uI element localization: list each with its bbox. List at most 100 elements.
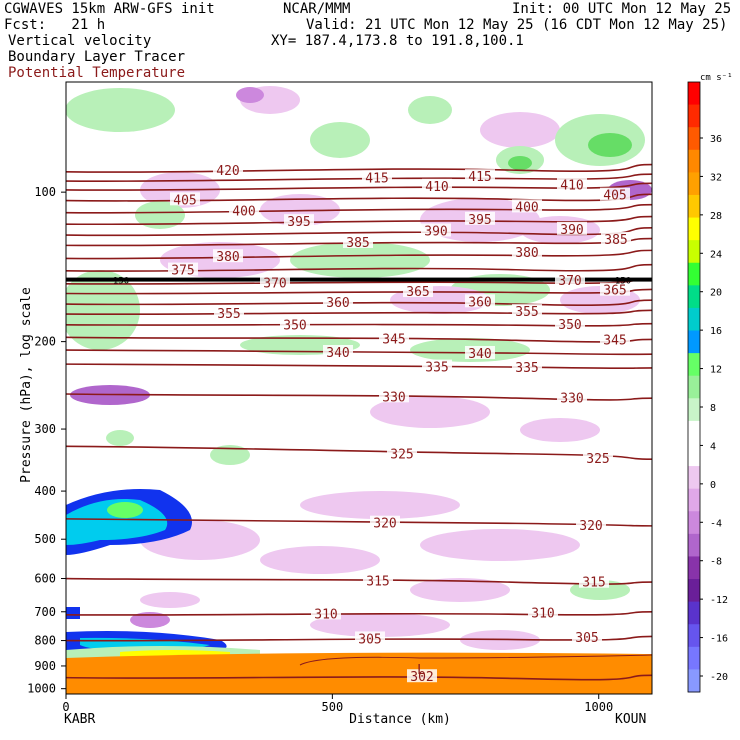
contour-label-bg [229, 203, 259, 217]
colorbar-swatch [688, 330, 700, 354]
y-tick-label: 400 [34, 484, 56, 498]
colorbar-swatch [688, 579, 700, 603]
contour-label: 330 [560, 392, 583, 407]
velocity-shading [410, 578, 510, 602]
contour-label: 400 [515, 200, 538, 215]
field-potential-temperature: Potential Temperature [8, 65, 186, 81]
velocity-shading [300, 491, 460, 519]
colorbar-swatch [688, 511, 700, 535]
contour-label: 370 [263, 276, 286, 291]
colorbar-unit: cm s⁻¹ [700, 73, 733, 83]
x-axis-label: Distance (km) [349, 712, 451, 727]
contour-label-bg [465, 211, 495, 225]
tropopause-label: 150 [113, 277, 129, 287]
velocity-shading [106, 430, 134, 446]
contour-label: 302 [410, 670, 433, 685]
theta-contour-line [66, 349, 652, 356]
y-axis-label: Pressure (hPa), log scale [19, 287, 34, 483]
colorbar-swatch [688, 398, 700, 422]
contour-label: 335 [425, 361, 448, 376]
low-label: L [417, 663, 425, 678]
contour-label: 415 [365, 171, 388, 186]
contour-label-bg [572, 629, 602, 643]
contour-label: 375 [171, 264, 194, 279]
theta-contour-line [66, 163, 652, 173]
colorbar-tick-label: -16 [710, 634, 728, 645]
colorbar-swatch [688, 240, 700, 264]
colorbar-swatch [688, 488, 700, 512]
contour-label-bg [465, 169, 495, 183]
contour-label: 365 [603, 284, 626, 299]
y-tick-label: 200 [34, 335, 56, 349]
contour-label: 350 [283, 318, 306, 333]
contour-label: 305 [358, 632, 381, 647]
contour-label: 340 [326, 346, 349, 361]
theta-contour-line [66, 635, 652, 642]
contour-label: 355 [515, 305, 538, 320]
colorbar-tick-label: -4 [710, 518, 722, 529]
contour-label: 415 [468, 170, 491, 185]
colorbar-tick-label: 4 [710, 441, 716, 452]
updraft-core [107, 502, 143, 518]
theta-contour-line [66, 445, 652, 460]
x-tick-label: 500 [322, 700, 344, 714]
contour-label: 350 [558, 318, 581, 333]
theta-contour-line [66, 518, 652, 527]
theta-contour-line [66, 577, 652, 585]
colorbar-tick-label: -8 [710, 557, 722, 568]
y-tick-label: 500 [34, 532, 56, 546]
colorbar-swatch [688, 646, 700, 670]
velocity-shading [310, 122, 370, 158]
colorbar-tick-label: 32 [710, 172, 722, 183]
contour-label: 355 [217, 307, 240, 322]
contour-label-bg [528, 605, 558, 619]
model-title: CGWAVES 15km ARW-GFS init [4, 1, 215, 17]
contour-label-bg [362, 170, 392, 184]
contour-label: 310 [531, 606, 554, 621]
contour-label-bg [557, 221, 587, 235]
contour-label: 390 [424, 224, 447, 239]
center-label: NCAR/MMM [283, 1, 351, 17]
contour-label: 410 [425, 180, 448, 195]
contour-label: 410 [560, 178, 583, 193]
velocity-shading [588, 133, 632, 157]
velocity-shading [130, 612, 170, 628]
colorbar-swatch [688, 172, 700, 196]
contour-label: 380 [216, 250, 239, 265]
theta-contour-line [66, 309, 652, 316]
contour-label: 330 [382, 390, 405, 405]
contour-label-bg [600, 282, 630, 296]
colorbar-swatch [688, 262, 700, 286]
theta-contour-line [66, 363, 652, 370]
contour-label: 380 [515, 246, 538, 261]
velocity-shading [236, 87, 264, 103]
updraft-core [66, 607, 80, 619]
theta-contour-line [66, 249, 652, 260]
theta-contour-line [66, 336, 652, 343]
contour-label-bg [355, 631, 385, 645]
contour-label-bg [284, 214, 314, 228]
velocity-shading [520, 418, 600, 442]
y-tick-label: 900 [34, 659, 56, 673]
velocity-shading [408, 96, 452, 124]
contour-label-bg [583, 451, 613, 465]
plot-frame [65, 81, 653, 695]
contour-label: 365 [406, 285, 429, 300]
contour-label-bg [512, 304, 542, 318]
contour-label: 325 [390, 448, 413, 463]
forecast-hour: Fcst: 21 h [4, 17, 106, 33]
contour-label-bg [379, 389, 409, 403]
contour-label-bg [465, 345, 495, 359]
colorbar: 36 32 28 24 20 16 12 8 4 0 -4 -8 -12 -16 -20 [687, 81, 728, 693]
contour-label: 325 [586, 452, 609, 467]
contour-label: 340 [468, 347, 491, 362]
contour-label-bg [421, 223, 451, 237]
contour-label-bg [555, 316, 585, 330]
contour-label: 390 [560, 223, 583, 238]
contour-label-bg [576, 518, 606, 532]
y-tick-label: 1000 [27, 682, 56, 696]
y-tick-label: 100 [34, 185, 56, 199]
colorbar-swatch [688, 556, 700, 580]
contour-label: 360 [468, 295, 491, 310]
valid-time: Valid: 21 UTC Mon 12 May 25 (16 CDT Mon … [306, 17, 728, 33]
